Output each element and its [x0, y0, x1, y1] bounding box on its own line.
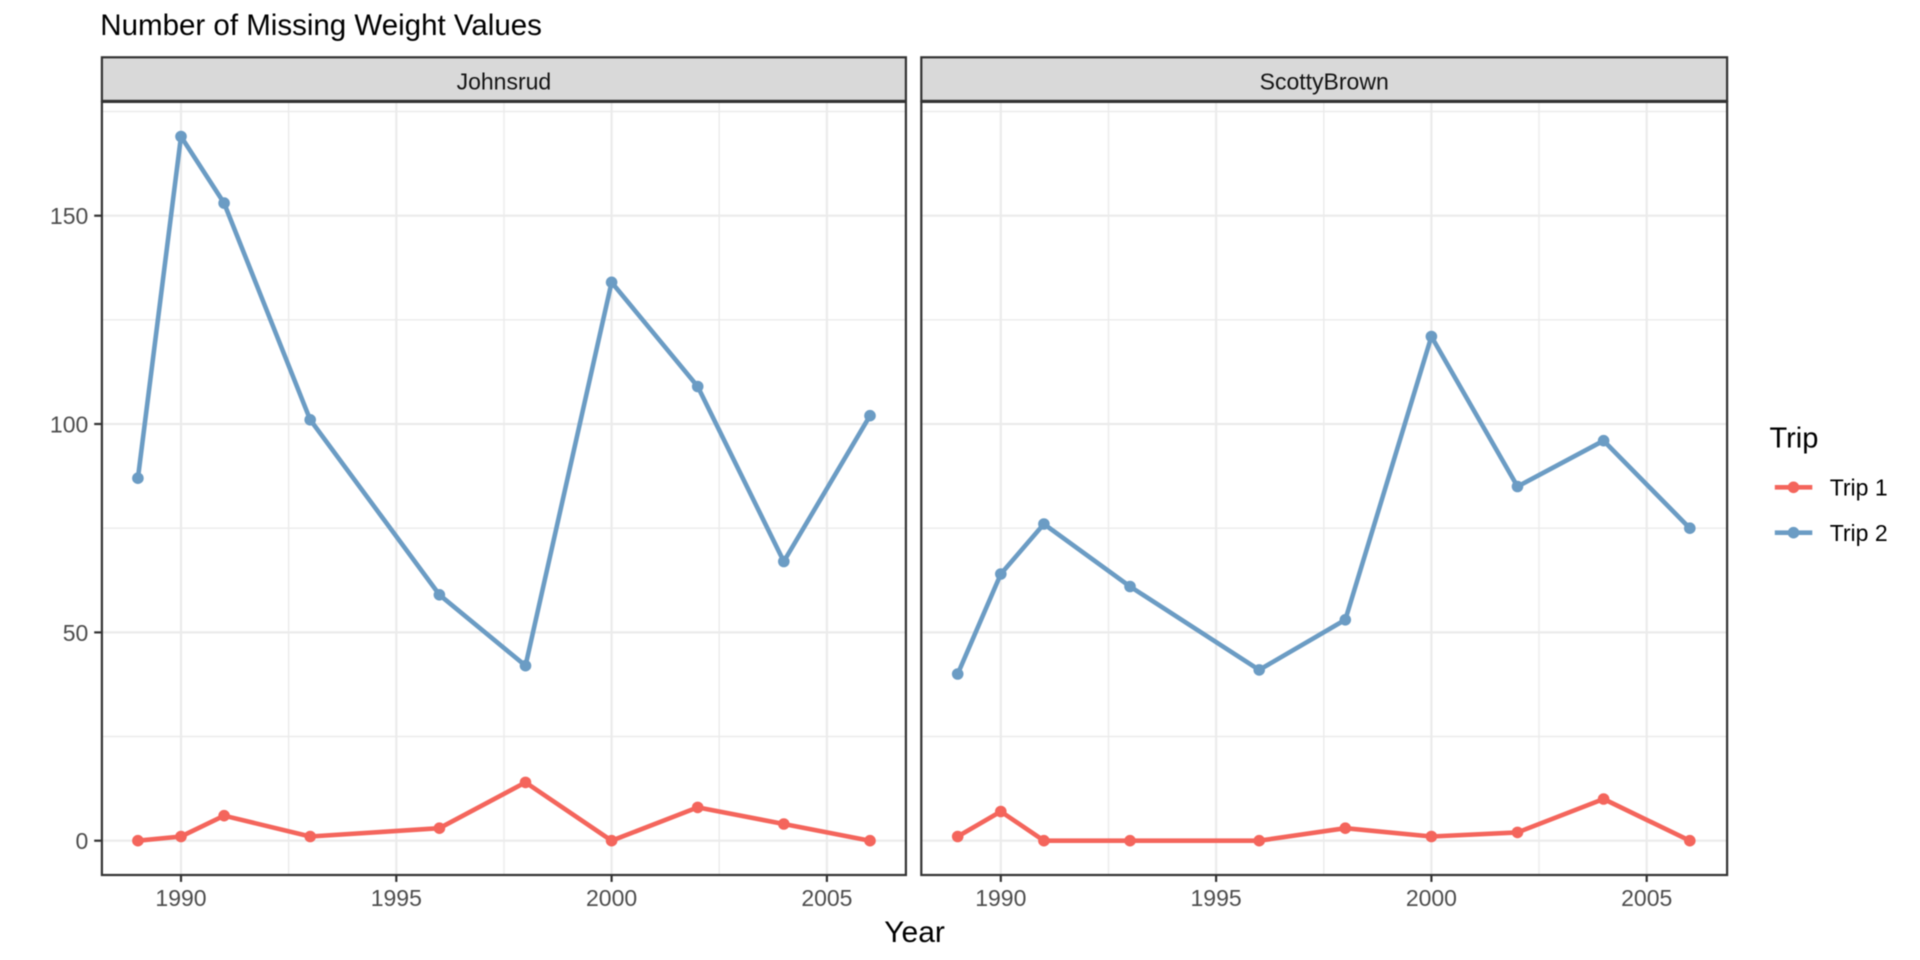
svg-text:2005: 2005: [1621, 885, 1672, 911]
svg-text:0: 0: [76, 828, 89, 854]
svg-text:150: 150: [50, 203, 88, 229]
svg-text:1990: 1990: [975, 885, 1026, 911]
svg-text:1995: 1995: [1191, 885, 1242, 911]
svg-text:Year: Year: [884, 916, 945, 949]
svg-text:Trip 1: Trip 1: [1830, 475, 1888, 501]
svg-text:100: 100: [50, 411, 88, 437]
svg-text:2000: 2000: [586, 885, 637, 911]
svg-text:50: 50: [63, 620, 89, 646]
svg-text:1995: 1995: [371, 885, 422, 911]
svg-text:Johnsrud: Johnsrud: [457, 69, 552, 95]
svg-text:2000: 2000: [1406, 885, 1457, 911]
svg-text:Number of Missing Weight Value: Number of Missing Weight Values: [100, 9, 542, 42]
svg-text:2005: 2005: [801, 885, 852, 911]
svg-text:1990: 1990: [155, 885, 206, 911]
svg-text:ScottyBrown: ScottyBrown: [1260, 69, 1389, 95]
svg-text:Trip: Trip: [1770, 423, 1819, 455]
svg-text:Trip 2: Trip 2: [1830, 520, 1888, 546]
